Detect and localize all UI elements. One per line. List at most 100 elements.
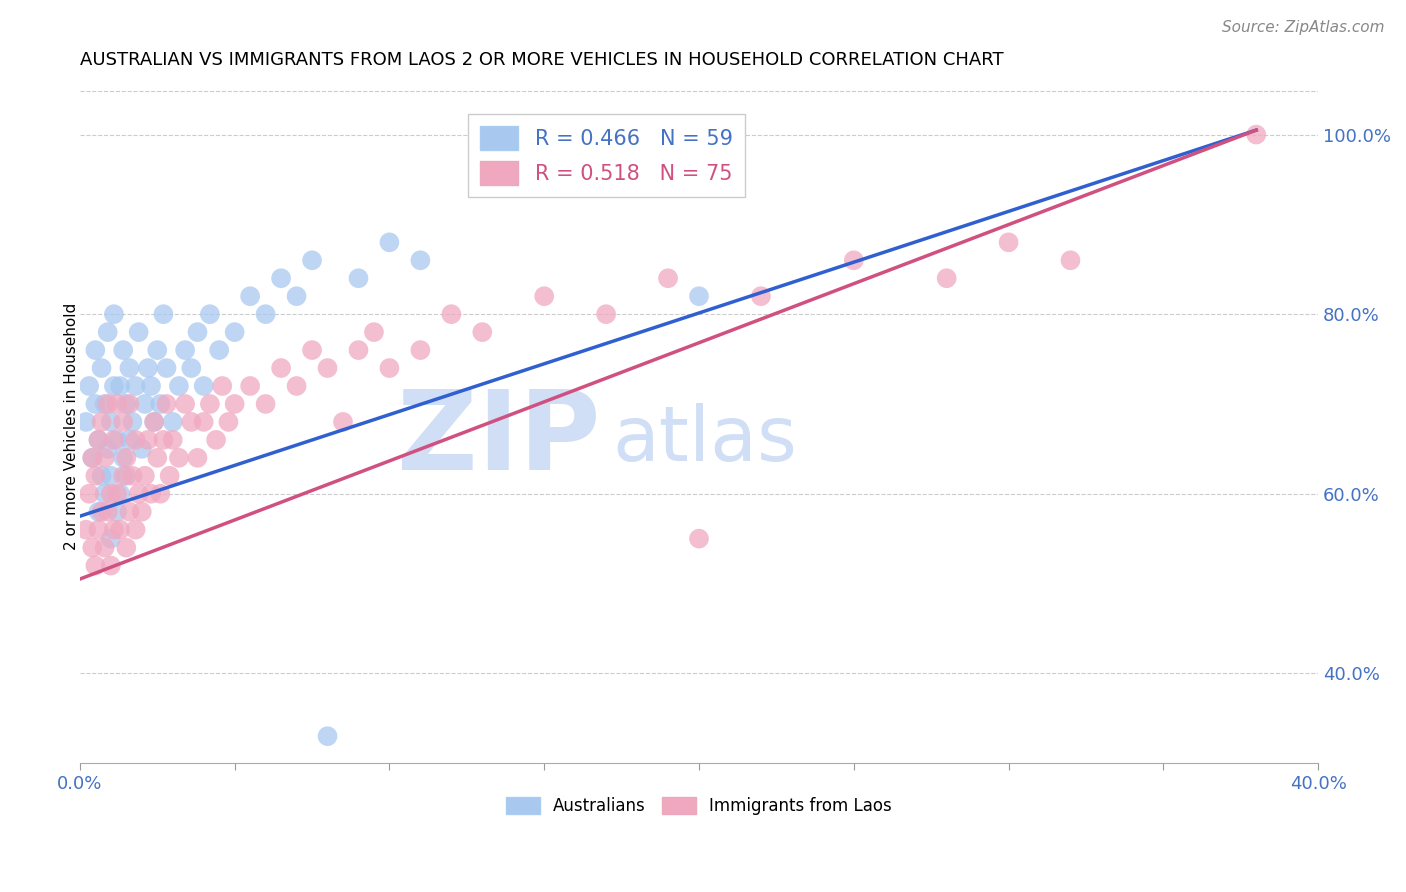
Point — [224, 325, 246, 339]
Point — [205, 433, 228, 447]
Point — [254, 397, 277, 411]
Text: ZIP: ZIP — [396, 386, 600, 493]
Point — [167, 379, 190, 393]
Point — [105, 487, 128, 501]
Y-axis label: 2 or more Vehicles in Household: 2 or more Vehicles in Household — [65, 302, 79, 550]
Point — [84, 558, 107, 573]
Point — [87, 523, 110, 537]
Point — [167, 450, 190, 465]
Point — [136, 361, 159, 376]
Point — [270, 361, 292, 376]
Point — [131, 505, 153, 519]
Point — [128, 487, 150, 501]
Point — [121, 468, 143, 483]
Point — [332, 415, 354, 429]
Point — [134, 468, 156, 483]
Point — [239, 289, 262, 303]
Point — [1059, 253, 1081, 268]
Point — [409, 343, 432, 357]
Point — [193, 415, 215, 429]
Point — [90, 415, 112, 429]
Point — [471, 325, 494, 339]
Point — [935, 271, 957, 285]
Point — [77, 487, 100, 501]
Point — [149, 397, 172, 411]
Point — [93, 397, 115, 411]
Point — [103, 379, 125, 393]
Point — [146, 343, 169, 357]
Point — [186, 450, 208, 465]
Point — [347, 271, 370, 285]
Point — [152, 307, 174, 321]
Point — [87, 433, 110, 447]
Point — [118, 397, 141, 411]
Point — [118, 433, 141, 447]
Point — [254, 307, 277, 321]
Point — [100, 415, 122, 429]
Point — [121, 415, 143, 429]
Point — [174, 343, 197, 357]
Point — [90, 468, 112, 483]
Text: atlas: atlas — [613, 403, 797, 477]
Point — [134, 397, 156, 411]
Point — [124, 433, 146, 447]
Point — [100, 532, 122, 546]
Point — [316, 729, 339, 743]
Point — [217, 415, 239, 429]
Point — [93, 487, 115, 501]
Point — [239, 379, 262, 393]
Point — [285, 379, 308, 393]
Point — [139, 487, 162, 501]
Point — [347, 343, 370, 357]
Point — [112, 468, 135, 483]
Point — [162, 433, 184, 447]
Point — [378, 235, 401, 250]
Point — [97, 397, 120, 411]
Point — [75, 523, 97, 537]
Point — [688, 289, 710, 303]
Point — [316, 361, 339, 376]
Point — [174, 397, 197, 411]
Point — [118, 361, 141, 376]
Point — [103, 307, 125, 321]
Point — [115, 397, 138, 411]
Point — [115, 541, 138, 555]
Point — [440, 307, 463, 321]
Point — [115, 468, 138, 483]
Point — [193, 379, 215, 393]
Point — [136, 433, 159, 447]
Point — [159, 468, 181, 483]
Point — [131, 442, 153, 456]
Point — [749, 289, 772, 303]
Point — [118, 505, 141, 519]
Text: Source: ZipAtlas.com: Source: ZipAtlas.com — [1222, 20, 1385, 35]
Point — [301, 343, 323, 357]
Point — [198, 307, 221, 321]
Point — [93, 450, 115, 465]
Point — [90, 361, 112, 376]
Point — [224, 397, 246, 411]
Point — [533, 289, 555, 303]
Point — [82, 450, 104, 465]
Point — [100, 487, 122, 501]
Point — [688, 532, 710, 546]
Point — [378, 361, 401, 376]
Point — [139, 379, 162, 393]
Point — [103, 433, 125, 447]
Point — [155, 397, 177, 411]
Point — [180, 415, 202, 429]
Point — [105, 505, 128, 519]
Point — [211, 379, 233, 393]
Point — [285, 289, 308, 303]
Point — [82, 541, 104, 555]
Point — [103, 523, 125, 537]
Point — [124, 523, 146, 537]
Point — [143, 415, 166, 429]
Point — [152, 433, 174, 447]
Point — [198, 397, 221, 411]
Point — [180, 361, 202, 376]
Point — [97, 505, 120, 519]
Point — [997, 235, 1019, 250]
Point — [270, 271, 292, 285]
Text: AUSTRALIAN VS IMMIGRANTS FROM LAOS 2 OR MORE VEHICLES IN HOUSEHOLD CORRELATION C: AUSTRALIAN VS IMMIGRANTS FROM LAOS 2 OR … — [80, 51, 1004, 69]
